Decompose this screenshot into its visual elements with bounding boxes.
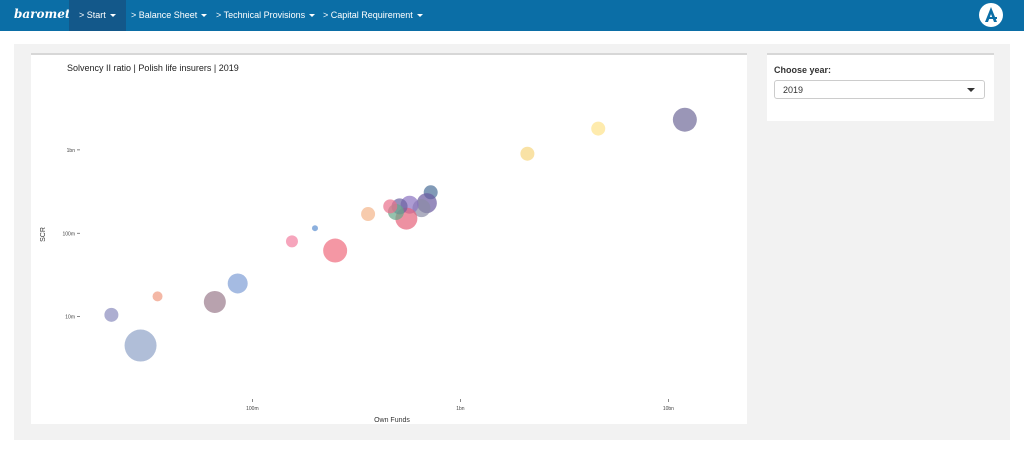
x-tick-label: 100m	[246, 406, 259, 412]
data-point	[323, 238, 348, 263]
chart-panel: Solvency II ratio | Polish life insurers…	[31, 53, 747, 424]
main-content: Solvency II ratio | Polish life insurers…	[14, 44, 1010, 440]
caret-down-icon	[967, 88, 975, 92]
data-point	[104, 307, 119, 322]
chart-title: Solvency II ratio | Polish life insurers…	[67, 63, 239, 73]
year-select[interactable]: 2019	[774, 80, 985, 99]
data-point	[285, 235, 298, 248]
navbar: barometer > Start > Balance Sheet > Tech…	[0, 0, 1024, 31]
data-point	[152, 291, 163, 302]
x-tick-label: 1bn	[456, 406, 465, 412]
year-label: Choose year:	[774, 65, 832, 75]
a-logo-icon[interactable]	[979, 3, 1003, 27]
scatter-chart: 10m 100m 1bn 100m 1bn 10bn Own Funds SCR	[40, 107, 697, 424]
nav-start[interactable]: > Start	[69, 0, 126, 31]
data-point	[361, 207, 376, 222]
data-point	[227, 273, 248, 294]
brand-logo[interactable]: barometer	[14, 7, 85, 21]
y-tick-label: 1bn	[67, 148, 76, 154]
nav-balance-sheet[interactable]: > Balance Sheet	[121, 0, 217, 31]
data-point	[672, 107, 697, 132]
nav-technical-provisions[interactable]: > Technical Provisions	[206, 0, 325, 31]
data-point	[383, 199, 398, 214]
data-point	[311, 225, 318, 232]
data-point	[124, 329, 157, 362]
year-select-value: 2019	[783, 85, 804, 95]
chevron-down-icon	[109, 14, 116, 18]
y-tick-label: 100m	[62, 231, 75, 237]
chevron-down-icon	[416, 14, 423, 18]
chevron-down-icon	[201, 14, 208, 18]
x-tick-label: 10bn	[663, 406, 674, 412]
data-point	[591, 121, 606, 136]
y-axis-label: SCR	[40, 227, 47, 242]
data-point	[203, 290, 226, 313]
data-point	[520, 146, 535, 161]
chevron-down-icon	[309, 14, 316, 18]
year-panel: Choose year: 2019	[767, 53, 994, 121]
nav-capital-requirement[interactable]: > Capital Requirement	[313, 0, 433, 31]
x-axis-label: Own Funds	[374, 417, 410, 424]
y-tick-label: 10m	[65, 315, 75, 321]
